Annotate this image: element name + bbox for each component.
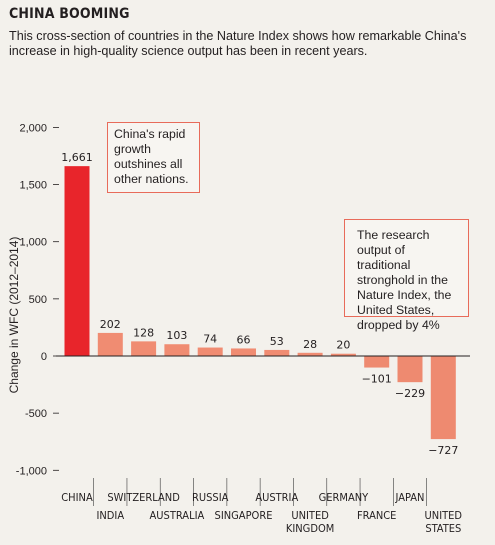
bar-australia [164,344,190,356]
y-tick-label: 1,500 [19,180,47,192]
china-callout-text: China's rapid growth outshines all other… [114,127,189,186]
bar-germany [330,353,356,356]
x-category-label: SINGAPORE [215,509,273,522]
value-label: −101 [362,373,392,386]
value-label: 20 [336,339,350,352]
y-tick-label: 1,000 [19,237,47,249]
chart-headline: CHINA BOOMING [9,6,130,22]
bar-united-kingdom [297,352,323,356]
x-category-label: UNITED STATES [425,509,463,535]
y-tick-label: 500 [29,294,47,306]
x-category-label: INDIA [96,509,124,522]
y-tick-label: 2,000 [19,122,47,134]
y-tick-label: -1,000 [16,465,47,477]
value-label: −727 [428,444,458,457]
value-label: 74 [203,333,217,346]
x-category-label: RUSSIA [192,491,229,504]
bar-india [97,332,123,356]
y-tick-label: -500 [25,408,47,420]
x-category-label: AUSTRALIA [150,509,205,522]
chart-subtitle: This cross-section of countries in the N… [9,29,467,58]
value-label: 103 [166,329,187,342]
value-label: 202 [100,318,121,331]
x-category-label: CHINA [61,491,93,504]
x-category-label: GERMANY [319,491,370,504]
value-label: 53 [270,335,284,348]
us-callout-text: The research output of traditional stron… [357,228,452,332]
x-category-label: UNITED KINGDOM [286,509,334,535]
value-label: 66 [237,333,251,346]
value-label: 1,661 [61,151,93,164]
value-label: −229 [395,387,425,400]
bar-switzerland [131,341,157,356]
us-callout: The research output of traditional stron… [344,219,469,332]
y-axis-label: Change in WFC (2012–2014) [7,237,21,394]
x-category-label: SWITZERLAND [107,491,180,504]
bar-austria [264,349,290,356]
bar-china [64,166,90,356]
bar-japan [397,356,423,383]
china-callout: China's rapid growth outshines all other… [107,122,200,193]
value-label: 28 [303,338,317,351]
bar-russia [197,347,223,356]
value-label: 128 [133,326,154,339]
bar-united-states [430,356,456,440]
bar-france [364,356,390,368]
y-tick-label: 0 [41,351,47,363]
x-category-label: AUSTRIA [255,491,298,504]
x-category-label: FRANCE [357,509,396,522]
x-category-label: JAPAN [395,491,425,504]
bar-singapore [231,348,256,356]
